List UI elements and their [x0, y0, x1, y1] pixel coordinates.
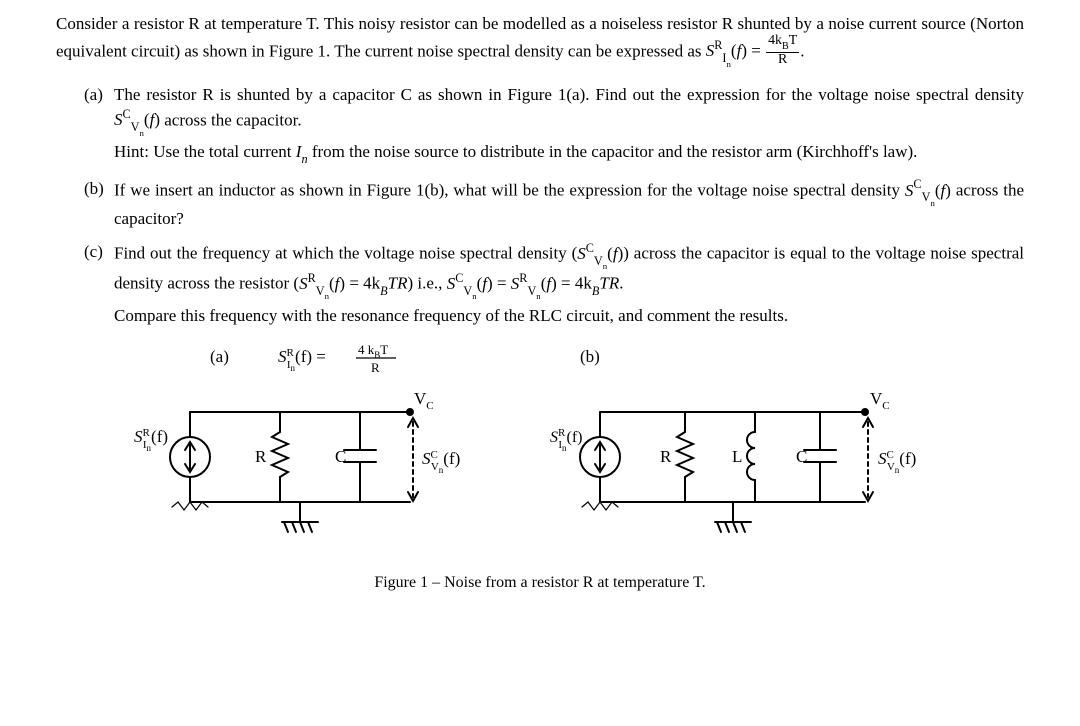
svg-text:SRIn(f): SRIn(f)	[550, 427, 583, 453]
figure-1: (a) SRIn(f) = 4 kBT R SRIn(f) R C VC SCV…	[56, 342, 1024, 594]
part-a-hint: Hint: Use the total current In from the …	[114, 140, 1024, 167]
part-b: (b) If we insert an inductor as shown in…	[84, 177, 1024, 231]
svg-text:R: R	[660, 447, 672, 466]
part-a-label: (a)	[84, 83, 114, 167]
svg-text:C: C	[335, 447, 346, 466]
figure-1a: (a) SRIn(f) = 4 kBT R SRIn(f) R C VC SCV…	[130, 342, 490, 562]
part-c: (c) Find out the frequency at which the …	[84, 240, 1024, 327]
svg-text:SCVn(f): SCVn(f)	[878, 449, 916, 475]
part-b-symbol: SCVn(f)	[905, 181, 951, 200]
svg-text:R: R	[255, 447, 267, 466]
fig-a-label: (a)	[210, 347, 229, 366]
intro-text-post: .	[800, 41, 804, 60]
circuit-a-svg: (a) SRIn(f) = 4 kBT R SRIn(f) R C VC SCV…	[130, 342, 490, 562]
svg-text:SRIn(f): SRIn(f)	[134, 427, 168, 453]
intro-eq: SRIn(f) = 4kBTR	[706, 41, 800, 60]
part-b-label: (b)	[84, 177, 114, 231]
intro-paragraph: Consider a resistor R at temperature T. …	[56, 12, 1024, 69]
intro-text-pre: Consider a resistor R at temperature T. …	[56, 14, 1024, 60]
svg-text:SCVn(f): SCVn(f)	[422, 449, 460, 475]
svg-text:4 kBT: 4 kBT	[358, 342, 388, 360]
svg-text:L: L	[732, 447, 742, 466]
svg-text:VC: VC	[870, 389, 890, 412]
figure-caption: Figure 1 – Noise from a resistor R at te…	[56, 572, 1024, 594]
part-c-label: (c)	[84, 240, 114, 327]
circuit-b-svg: (b) SRIn(f) R L C VC SCVn(f)	[550, 342, 950, 562]
part-a-symbol: SCVn(f)	[114, 110, 160, 129]
svg-text:R: R	[371, 360, 380, 375]
svg-text:SRIn(f) =: SRIn(f) =	[278, 347, 326, 373]
fig-b-label: (b)	[580, 347, 600, 366]
svg-text:VC: VC	[414, 389, 434, 412]
part-a: (a) The resistor R is shunted by a capac…	[84, 83, 1024, 167]
svg-text:C: C	[796, 447, 807, 466]
figure-1b: (b) SRIn(f) R L C VC SCVn(f)	[550, 342, 950, 562]
